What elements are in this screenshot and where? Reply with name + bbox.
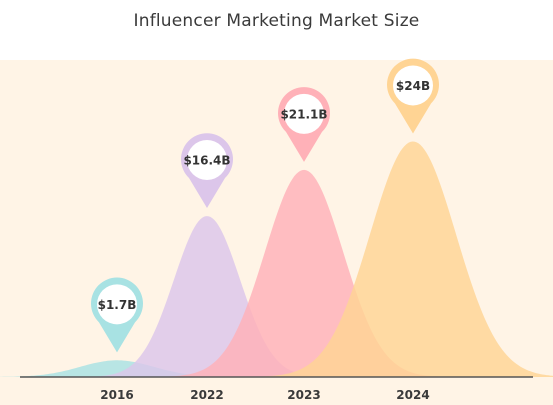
x-tick-2022: 2022 xyxy=(190,388,223,402)
value-label-2016: $1.7B xyxy=(98,298,137,312)
value-pin-2023: $21.1B xyxy=(278,87,330,162)
value-pin-2024: $24B xyxy=(387,58,439,134)
pin-inner-circle xyxy=(284,93,324,134)
x-tick-2023: 2023 xyxy=(287,388,320,402)
value-pins: $1.7B $16.4B $21.1B $24B xyxy=(91,58,439,353)
value-pin-2016: $1.7B xyxy=(91,277,143,353)
x-tick-labels: 2016 2022 2023 2024 xyxy=(100,388,429,402)
peak-2023 xyxy=(140,169,467,377)
value-label-2023: $21.1B xyxy=(280,107,327,121)
peaks-group xyxy=(0,141,553,377)
value-pin-2022: $16.4B xyxy=(181,133,234,209)
peak-2024 xyxy=(232,141,553,377)
pin-inner-circle xyxy=(97,284,137,325)
peak-2022 xyxy=(68,216,345,377)
pin-inner-circle xyxy=(393,65,433,106)
x-tick-2024: 2024 xyxy=(396,388,429,402)
pin-inner-circle xyxy=(187,140,227,181)
x-tick-2016: 2016 xyxy=(100,388,133,402)
chart-title: Influencer Marketing Market Size xyxy=(133,11,420,31)
value-label-2022: $16.4B xyxy=(183,154,230,168)
value-label-2024: $24B xyxy=(396,79,430,93)
